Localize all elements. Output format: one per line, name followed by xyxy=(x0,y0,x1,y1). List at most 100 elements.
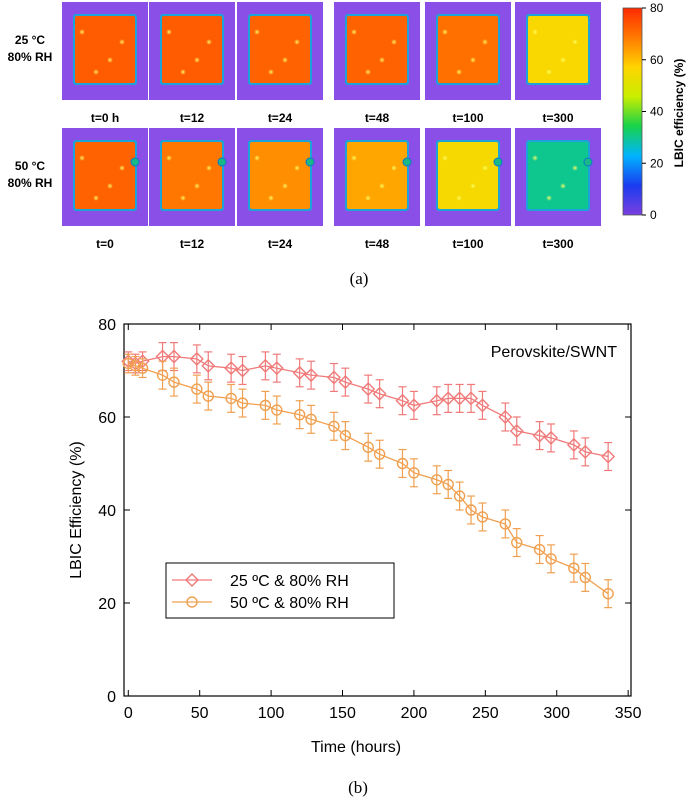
hot-spot xyxy=(206,39,212,45)
data-point xyxy=(258,358,273,373)
data-point xyxy=(408,467,420,479)
hot-spot xyxy=(180,195,186,201)
data-point xyxy=(338,375,353,390)
legend-marker xyxy=(185,573,199,587)
data-point xyxy=(578,444,593,459)
y-tick-label: 80 xyxy=(98,317,116,334)
hot-spot xyxy=(379,183,385,189)
time-label: t=0 h xyxy=(91,111,119,125)
data-point xyxy=(191,383,203,395)
hot-spot xyxy=(119,39,125,45)
data-point xyxy=(189,351,204,366)
hot-spot xyxy=(206,165,212,171)
data-point xyxy=(326,370,341,385)
hot-spot xyxy=(442,155,448,161)
x-tick-label: 100 xyxy=(258,705,285,722)
data-point xyxy=(429,393,444,408)
hot-spot xyxy=(351,155,357,161)
data-point xyxy=(225,392,237,405)
lbic-map xyxy=(62,2,148,100)
data-point xyxy=(236,397,249,409)
legend-label: 50 ºC & 80% RH xyxy=(230,595,349,612)
device-active-area xyxy=(438,16,498,83)
hot-spot xyxy=(282,183,288,189)
device-active-area xyxy=(528,16,588,83)
hot-spot xyxy=(107,57,113,63)
time-label: t=48 xyxy=(365,111,390,125)
data-point xyxy=(441,391,456,406)
data-point xyxy=(305,413,317,426)
hot-spot xyxy=(470,57,476,63)
data-point xyxy=(476,511,489,523)
colorbar-tick-label: 20 xyxy=(650,156,664,170)
data-point xyxy=(292,365,307,380)
contact-dot xyxy=(493,157,503,167)
data-point xyxy=(406,398,421,413)
data-point xyxy=(362,441,374,453)
hot-spot xyxy=(166,155,172,161)
row-humidity-label: 80% RH xyxy=(8,176,53,190)
data-point xyxy=(544,430,559,445)
hot-spot xyxy=(268,195,274,201)
data-point xyxy=(166,349,181,364)
lbic-map xyxy=(425,2,511,100)
colorbar-tick-label: 60 xyxy=(650,53,664,67)
colorbar: 0 20 40 60 80 LBIC efficiency (%) xyxy=(622,1,686,222)
hot-spot xyxy=(560,57,566,63)
time-label: t=100 xyxy=(452,111,483,125)
data-point xyxy=(259,399,272,412)
y-tick-label: 40 xyxy=(98,503,116,520)
colorbar-tick-label: 0 xyxy=(650,208,657,222)
device-active-area xyxy=(438,142,498,209)
hot-spot xyxy=(180,69,186,75)
series-diamond xyxy=(121,342,616,472)
panel-b-caption: (b) xyxy=(348,778,368,797)
time-label: t=24 xyxy=(268,237,293,251)
time-label: t=300 xyxy=(542,111,573,125)
legend: 25 ºC & 80% RH 50 ºC & 80% RH xyxy=(165,562,395,619)
data-point xyxy=(442,478,454,491)
data-point xyxy=(465,504,477,516)
hot-spot xyxy=(365,69,371,75)
data-point xyxy=(168,376,180,388)
data-point xyxy=(499,518,512,530)
x-tick-label: 50 xyxy=(191,705,209,722)
device-active-area xyxy=(162,16,222,83)
contact-dot xyxy=(217,157,227,167)
annotation: Perovskite/SWNT xyxy=(491,344,617,361)
device-active-area xyxy=(75,16,135,83)
hot-spot xyxy=(294,39,300,45)
hot-spot xyxy=(268,69,274,75)
data-point xyxy=(579,571,591,584)
y-tick-label: 20 xyxy=(98,596,116,613)
hot-spot xyxy=(119,165,125,171)
hot-spot xyxy=(560,183,566,189)
data-point xyxy=(361,382,376,397)
colorbar-gradient xyxy=(622,7,643,216)
hot-spot xyxy=(391,39,397,45)
x-tick-label: 0 xyxy=(124,705,133,722)
data-point xyxy=(532,428,547,443)
hot-spot xyxy=(254,155,260,161)
time-label: t=12 xyxy=(180,111,205,125)
data-point xyxy=(339,429,352,442)
series-circle xyxy=(122,353,614,609)
data-point xyxy=(328,420,340,432)
data-point xyxy=(396,457,409,470)
panel-a-caption: (a) xyxy=(350,269,369,288)
lbic-map xyxy=(515,2,601,100)
hot-spot xyxy=(456,195,462,201)
colorbar-tick-label: 40 xyxy=(650,105,664,119)
lbic-map xyxy=(149,2,235,100)
hot-spot xyxy=(572,165,578,171)
data-point xyxy=(224,361,239,376)
time-label: t=300 xyxy=(542,237,573,251)
data-point xyxy=(533,543,546,556)
hot-spot xyxy=(93,195,99,201)
lbic-map xyxy=(237,128,323,226)
device-active-area xyxy=(75,142,135,209)
data-point xyxy=(545,553,557,565)
data-point xyxy=(269,361,284,376)
hot-spot xyxy=(532,29,538,35)
